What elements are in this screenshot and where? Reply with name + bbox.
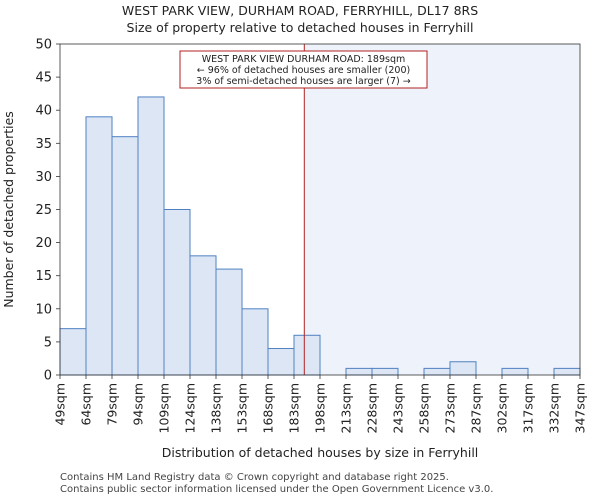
y-tick-label: 20 xyxy=(35,236,52,251)
histogram-bar xyxy=(85,116,113,376)
x-tick-label: 273sqm xyxy=(443,383,458,433)
y-tick-label: 50 xyxy=(35,38,52,53)
x-tick-label: 79sqm xyxy=(105,383,120,426)
x-tick-label: 168sqm xyxy=(261,383,276,433)
annotation-box xyxy=(179,50,428,89)
y-tick-label: 15 xyxy=(35,269,52,284)
chart-subtitle: Size of property relative to detached ho… xyxy=(126,20,474,35)
x-tick-label: 153sqm xyxy=(235,383,250,433)
footer-line-1: Contains HM Land Registry data © Crown c… xyxy=(60,472,449,483)
y-tick-label: 10 xyxy=(35,302,52,317)
x-tick-label: 64sqm xyxy=(79,383,94,426)
histogram-bar xyxy=(111,136,139,376)
histogram-bar xyxy=(371,367,399,376)
histogram-bar xyxy=(215,268,243,376)
footer-line-2: Contains public sector information licen… xyxy=(60,484,494,495)
annotation-line: ← 96% of detached houses are smaller (20… xyxy=(197,65,410,76)
x-tick-label: 198sqm xyxy=(313,383,328,433)
x-tick-label: 94sqm xyxy=(131,383,146,426)
histogram-bar xyxy=(163,209,191,376)
x-tick-label: 317sqm xyxy=(521,383,536,433)
x-tick-label: 109sqm xyxy=(157,383,172,433)
histogram-bar xyxy=(241,308,269,376)
y-axis-label: Number of detached properties xyxy=(1,111,16,308)
y-tick-label: 30 xyxy=(35,170,52,185)
histogram-bar xyxy=(267,348,295,376)
histogram-bar xyxy=(189,255,217,376)
y-tick-label: 45 xyxy=(35,71,52,86)
y-tick-label: 25 xyxy=(35,203,52,218)
histogram-bar xyxy=(345,367,373,376)
highlight-region xyxy=(304,44,580,375)
x-tick-label: 332sqm xyxy=(547,383,562,433)
x-tick-label: 49sqm xyxy=(53,383,68,426)
histogram-bar xyxy=(59,328,87,376)
x-tick-label: 347sqm xyxy=(573,383,588,433)
x-tick-label: 124sqm xyxy=(183,383,198,433)
x-tick-label: 287sqm xyxy=(469,383,484,433)
histogram-bar xyxy=(449,361,477,376)
histogram-bar xyxy=(137,96,165,376)
chart-title: WEST PARK VIEW, DURHAM ROAD, FERRYHILL, … xyxy=(121,3,479,18)
y-tick-label: 40 xyxy=(35,104,52,119)
histogram-bar xyxy=(553,367,581,376)
y-tick-label: 35 xyxy=(35,137,52,152)
histogram-bar xyxy=(293,334,321,376)
x-tick-label: 258sqm xyxy=(417,383,432,433)
histogram-bar xyxy=(423,367,451,376)
x-axis-label: Distribution of detached houses by size … xyxy=(162,445,479,460)
x-tick-label: 138sqm xyxy=(209,383,224,433)
x-tick-label: 302sqm xyxy=(495,383,510,433)
x-tick-label: 213sqm xyxy=(339,383,354,433)
y-tick-label: 5 xyxy=(44,335,52,350)
annotation-line: 3% of semi-detached houses are larger (7… xyxy=(196,76,410,87)
y-tick-label: 0 xyxy=(44,369,52,384)
x-tick-label: 228sqm xyxy=(365,383,380,433)
x-tick-label: 243sqm xyxy=(391,383,406,433)
x-tick-label: 183sqm xyxy=(287,383,302,433)
annotation-line: WEST PARK VIEW DURHAM ROAD: 189sqm xyxy=(202,54,405,65)
histogram-bar xyxy=(501,367,529,376)
